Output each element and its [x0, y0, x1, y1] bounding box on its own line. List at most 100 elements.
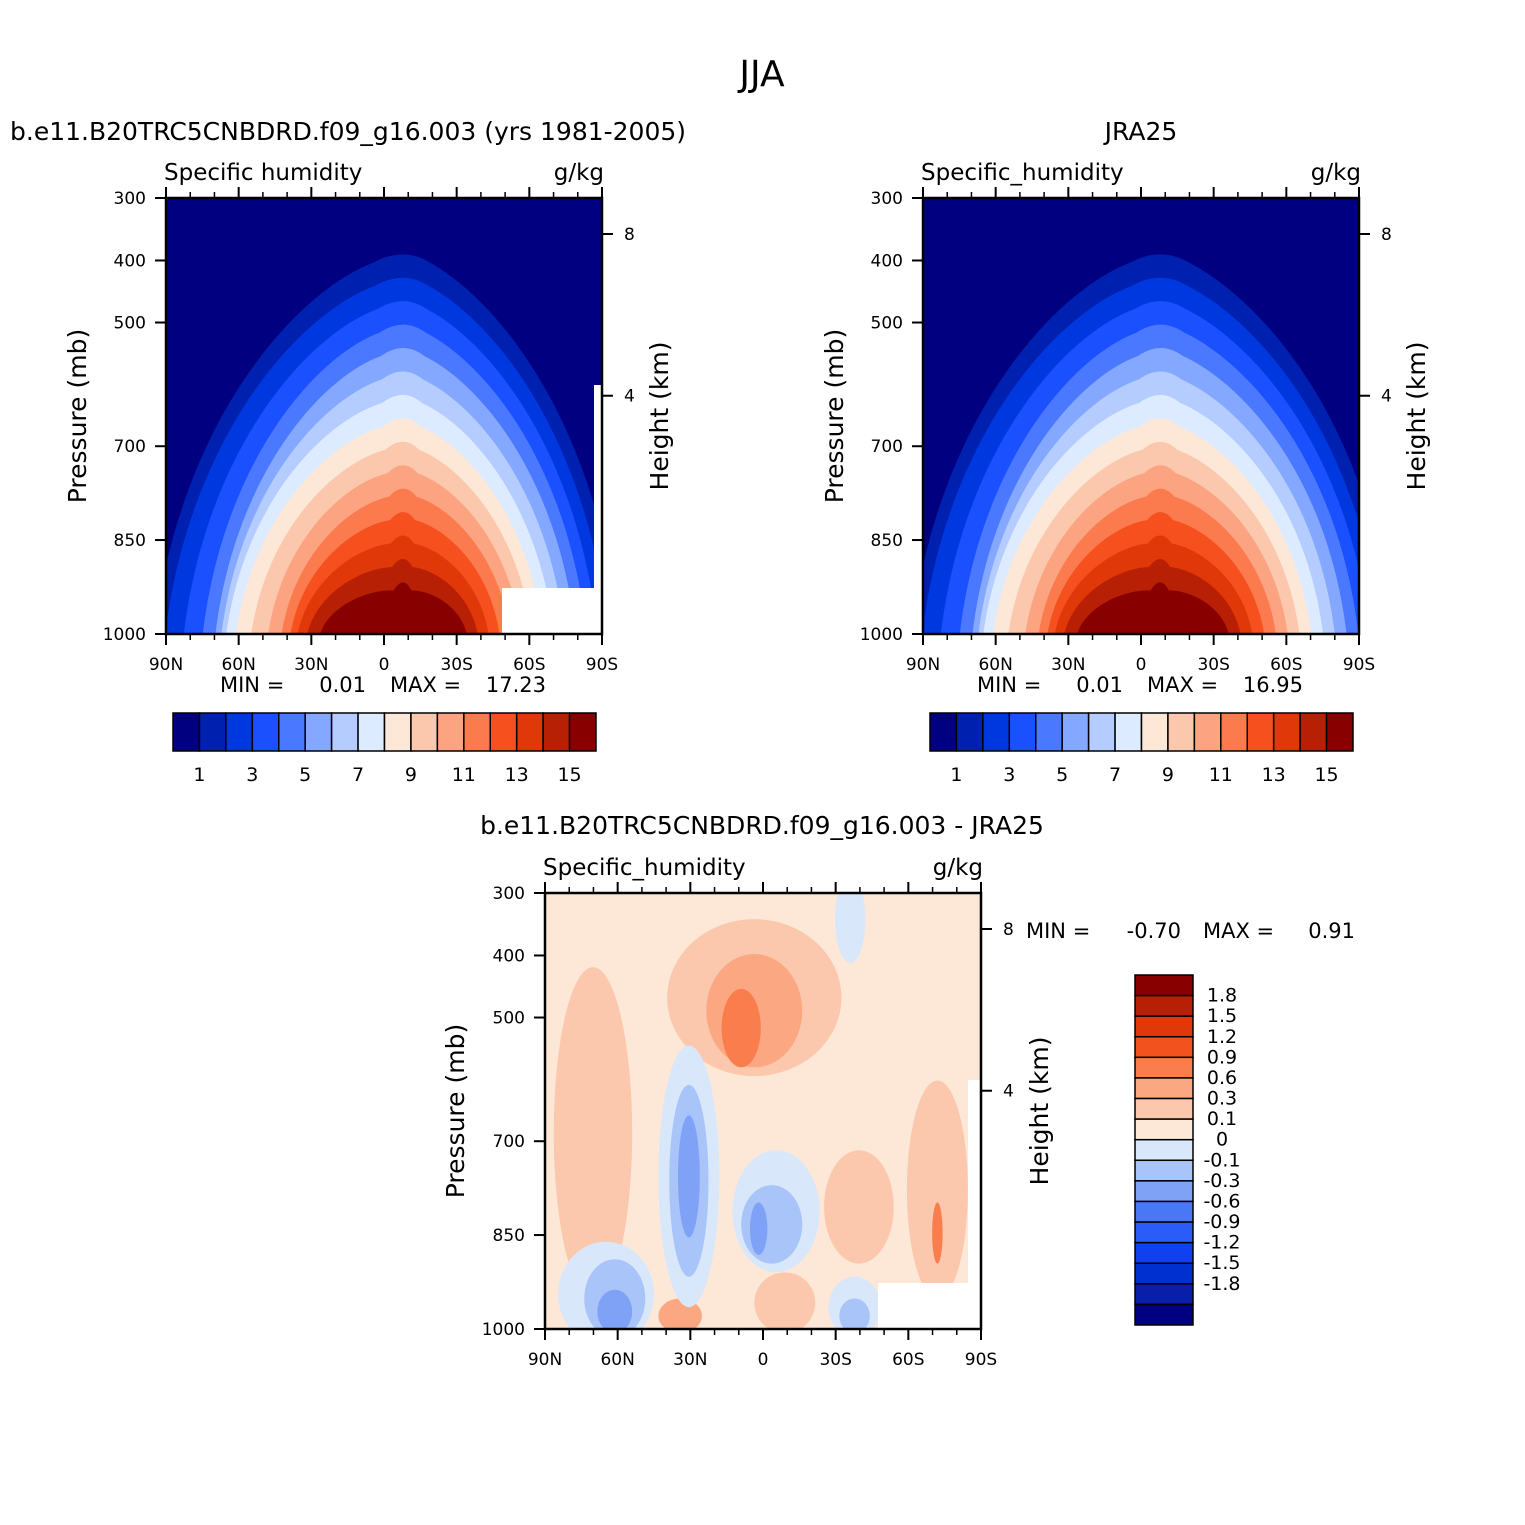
colorbar-box: [1114, 712, 1143, 752]
x-tick-label: 60S: [892, 1350, 924, 1370]
colorbar-box: [1134, 1262, 1194, 1285]
colorbar-box: [1134, 1200, 1194, 1223]
panel-model-units-label: g/kg: [554, 160, 604, 186]
x-tick-label: 60N: [978, 655, 1012, 675]
panel-model: b.e11.B20TRC5CNBDRD.f09_g16.003 (yrs 198…: [10, 117, 686, 786]
x-tick-label: 90S: [965, 1350, 997, 1370]
y-tick-label: 700: [493, 1132, 525, 1152]
colorbar-box: [1061, 712, 1090, 752]
panel-model-min-label: MIN =: [220, 673, 284, 697]
colorbar-box: [1134, 1056, 1194, 1079]
y-right-tick-label: 4: [624, 387, 635, 407]
y-tick-label: 300: [493, 884, 525, 904]
y-tick-label: 400: [114, 251, 146, 271]
y-tick-label: 850: [493, 1226, 525, 1246]
difference-region: [749, 1202, 768, 1255]
y-right-tick-label: 8: [624, 225, 635, 245]
colorbar-label: 1.8: [1207, 985, 1237, 1007]
colorbar-box: [1134, 1159, 1194, 1182]
colorbar-box: [383, 712, 412, 752]
y-tick-label: 300: [871, 189, 903, 209]
x-tick-label: 90N: [149, 655, 183, 675]
panel-model-missing-strip: [594, 385, 602, 588]
colorbar-box: [1134, 1221, 1194, 1244]
x-tick-label: 0: [379, 655, 390, 675]
panel-difference-min-value: -0.70: [1127, 919, 1181, 943]
colorbar-label: 11: [452, 764, 476, 786]
difference-region: [839, 1298, 870, 1329]
x-tick-label: 30S: [1197, 655, 1229, 675]
colorbar-label: 0: [1216, 1129, 1228, 1151]
y-tick-label: 400: [871, 251, 903, 271]
colorbar-box: [1220, 712, 1248, 752]
colorbar-label: -1.2: [1203, 1232, 1240, 1254]
x-tick-label: 60S: [513, 655, 545, 675]
x-tick-label: 0: [758, 1350, 769, 1370]
colorbar-box: [1008, 712, 1037, 752]
colorbar-box: [198, 712, 227, 752]
x-tick-label: 90S: [1343, 655, 1375, 675]
colorbar-label: 15: [1314, 764, 1338, 786]
x-tick-label: 60N: [221, 655, 255, 675]
colorbar-label: 0.1: [1207, 1108, 1237, 1130]
difference-region: [597, 1289, 633, 1329]
panel-difference-units-label: g/kg: [933, 855, 983, 881]
colorbar-box: [330, 712, 359, 752]
x-tick-label: 90N: [906, 655, 940, 675]
colorbar-label: 0.6: [1207, 1067, 1237, 1089]
x-tick-label: 30S: [819, 1350, 851, 1370]
x-tick-label: 0: [1136, 655, 1147, 675]
panel-model-missing-area: [502, 588, 602, 634]
x-tick-label: 90N: [528, 1350, 562, 1370]
panel-model-contours: [166, 198, 602, 634]
panel-model-colorbar: 1 3 5 7 9 11 13 15: [172, 712, 597, 786]
panel-difference-missing-area: [878, 1283, 981, 1329]
panel-difference-colorbar: 1.81.51.20.90.60.30.10-0.1-0.3-0.6-0.9-1…: [1134, 974, 1241, 1326]
colorbar-box: [251, 712, 280, 752]
colorbar-label: 9: [405, 764, 417, 786]
y-tick-label: 500: [871, 314, 903, 334]
colorbar-label: 1.5: [1207, 1005, 1237, 1027]
colorbar-label: 5: [299, 764, 311, 786]
y-tick-label: 500: [114, 314, 146, 334]
colorbar-box: [1134, 974, 1194, 997]
x-tick-label: 30N: [294, 655, 328, 675]
y-tick-label: 700: [114, 437, 146, 457]
difference-region: [553, 967, 633, 1299]
panel-difference-ylabel-right: Height (km): [1025, 1037, 1054, 1186]
colorbar-label: -1.8: [1203, 1273, 1240, 1295]
panel-reanalysis-contours: [923, 198, 1359, 634]
colorbar-box: [1035, 712, 1063, 752]
panel-reanalysis-ylabel: Pressure (mb): [820, 329, 849, 503]
colorbar-label: 13: [1262, 764, 1286, 786]
x-tick-label: 30N: [673, 1350, 707, 1370]
panel-reanalysis-colorbar: 1 3 5 7 9 11 13 15: [929, 712, 1354, 786]
panel-difference-ylabel: Pressure (mb): [441, 1024, 470, 1198]
colorbar-box: [1087, 712, 1116, 752]
colorbar-box: [515, 712, 544, 752]
y-tick-label: 500: [493, 1009, 525, 1029]
colorbar-box: [463, 712, 491, 752]
colorbar-label: 7: [352, 764, 364, 786]
colorbar-label: 5: [1056, 764, 1068, 786]
y-tick-label: 700: [871, 437, 903, 457]
colorbar-box: [436, 712, 465, 752]
difference-region: [754, 1272, 816, 1329]
colorbar-box: [1134, 994, 1194, 1017]
difference-region: [824, 1150, 894, 1264]
panel-difference-contours: [545, 893, 981, 1329]
colorbar-box: [410, 712, 439, 752]
panel-difference-min-label: MIN =: [1026, 919, 1090, 943]
panel-model-variable-label: Specific humidity: [164, 160, 362, 186]
colorbar-box: [304, 712, 333, 752]
colorbar-label: 9: [1162, 764, 1174, 786]
colorbar-label: 15: [557, 764, 581, 786]
panel-model-ylabel: Pressure (mb): [63, 329, 92, 503]
y-right-tick-label: 8: [1003, 920, 1014, 940]
colorbar-label: -1.5: [1203, 1252, 1240, 1274]
panel-difference: b.e11.B20TRC5CNBDRD.f09_g16.003 - JRA25 …: [441, 811, 1355, 1370]
colorbar-box: [489, 712, 518, 752]
colorbar-label: 1.2: [1207, 1026, 1237, 1048]
panel-model-ylabel-right: Height (km): [645, 342, 674, 491]
contour-level-15: [1077, 582, 1229, 634]
